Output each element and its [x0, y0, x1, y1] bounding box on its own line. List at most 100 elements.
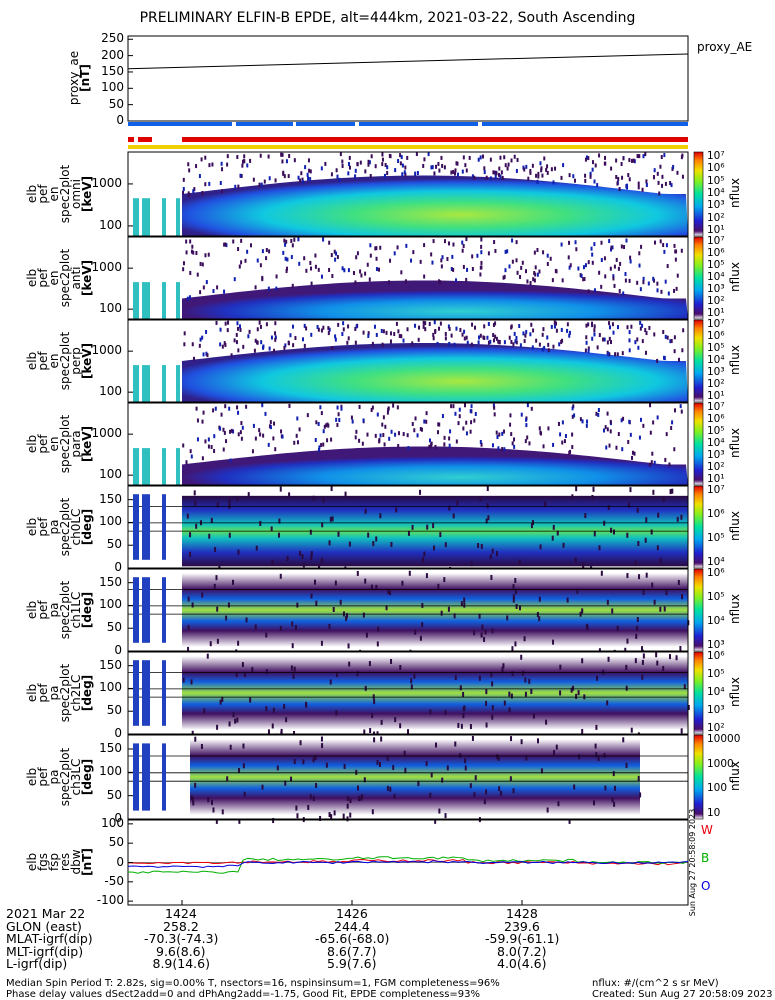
- pitch-angle-speckle: [556, 530, 559, 536]
- spectrogram-speckle: [470, 342, 473, 347]
- spectrogram-speckle: [424, 327, 427, 332]
- spectrogram-speckle: [390, 331, 393, 336]
- pitch-angle-speckle: [508, 691, 511, 697]
- spectrogram-speckle: [608, 239, 611, 244]
- colorbar-unit-label: nflux: [727, 428, 742, 458]
- spectrogram-speckle: [615, 257, 618, 262]
- spectrogram-speckle: [340, 406, 343, 411]
- pitch-angle-speckle: [485, 689, 488, 695]
- spectrogram-speckle: [461, 248, 464, 253]
- pitch-angle-speckle: [307, 804, 310, 810]
- spectrogram-speckle: [240, 173, 243, 178]
- spectrogram-speckle: [541, 347, 544, 352]
- spectrogram-speckle: [612, 330, 615, 335]
- spectrogram-speckle: [251, 449, 254, 454]
- spectrogram-speckle: [384, 163, 387, 168]
- spectrogram-speckle: [233, 338, 236, 343]
- spectrogram-speckle: [229, 458, 232, 463]
- spectrogram-speckle: [205, 329, 208, 334]
- pitch-angle-speckle: [385, 605, 388, 611]
- spectrogram-speckle: [508, 264, 511, 269]
- spectrogram-speckle: [527, 176, 530, 181]
- spectrogram-speckle: [682, 328, 685, 333]
- spectrogram-speckle: [585, 155, 588, 160]
- spectrogram-speckle: [477, 157, 480, 162]
- spectrogram-speckle: [603, 256, 606, 261]
- spectrogram-speckle: [275, 274, 278, 279]
- pitch-angle-speckle: [320, 640, 323, 646]
- spectrogram-speckle: [616, 181, 619, 186]
- pitch-angle-speckle: [228, 532, 231, 538]
- spectrogram-speckle: [454, 168, 457, 173]
- pitch-angle-speckle: [425, 761, 428, 767]
- spectrogram-speckle: [331, 274, 334, 279]
- spectrogram-speckle: [470, 420, 473, 425]
- spectrogram-speckle: [283, 174, 286, 179]
- pitch-angle-speckle: [295, 805, 298, 811]
- colorbar-unit-label: nflux: [727, 178, 742, 208]
- spectrogram-speckle: [432, 332, 435, 337]
- spectrogram-speckle: [379, 245, 382, 250]
- spectrogram-speckle: [608, 325, 611, 330]
- pitch-angle-speckle: [367, 532, 370, 538]
- spectrogram-speckle: [253, 348, 256, 353]
- pitch-angle-speckle: [483, 636, 486, 642]
- spectrogram-speckle: [244, 258, 247, 263]
- spectrogram-speckle: [198, 343, 201, 348]
- spectrogram-speckle: [456, 161, 459, 166]
- spectrogram-speckle: [280, 429, 283, 434]
- spectrogram-speckle: [611, 245, 614, 250]
- spectrogram-speckle: [386, 171, 389, 176]
- pitch-angle-speckle: [271, 559, 274, 565]
- spectrogram-speckle: [639, 326, 642, 331]
- pitch-angle-speckle: [334, 580, 337, 586]
- spectrogram-speckle: [450, 333, 453, 338]
- pitch-angle-speckle: [641, 646, 644, 652]
- pitch-angle-speckle: [433, 545, 436, 551]
- pitch-angle-speckle: [491, 548, 494, 554]
- colorbar-tick-label: 10²: [707, 211, 725, 224]
- pitch-angle-speckle: [214, 547, 217, 553]
- pitch-angle-speckle: [232, 579, 235, 585]
- colorbar-tick-label: 10⁶: [707, 162, 725, 175]
- spectrogram-speckle: [568, 173, 571, 178]
- spectrogram-speckle: [638, 435, 641, 440]
- spectrogram-speckle: [443, 239, 446, 244]
- pitch-angle-speckle: [511, 646, 514, 652]
- spectrogram-speckle: [633, 159, 636, 164]
- pitch-angle-speckle: [491, 681, 494, 687]
- spectrogram-ytick-label: 50: [106, 787, 122, 802]
- spectrogram-speckle: [241, 425, 244, 430]
- spectrogram-speckle: [648, 462, 651, 467]
- orbit-row-value: 239.6: [504, 918, 540, 934]
- spectrogram-speckle: [386, 410, 389, 415]
- spectrogram-speckle: [461, 332, 464, 337]
- spectrogram-speckle: [185, 460, 188, 465]
- spectrogram-speckle: [637, 345, 640, 350]
- spectrogram-speckle: [404, 172, 407, 177]
- spectrogram-speckle: [352, 271, 355, 276]
- pitch-angle-speckle: [453, 613, 456, 619]
- colorbar-tick-label: 10³: [707, 639, 725, 651]
- spectrogram-speckle: [309, 260, 312, 265]
- spectrogram-speckle: [425, 411, 428, 416]
- spectrogram-ytick-label: 0: [114, 643, 122, 657]
- spectrogram-speckle: [236, 326, 239, 331]
- spectrogram-speckle: [663, 355, 666, 360]
- pitch-angle-speckle: [586, 625, 589, 631]
- spectrogram-speckle: [208, 163, 211, 168]
- spectrogram-speckle: [591, 336, 594, 341]
- spectrogram-speckle: [239, 173, 242, 178]
- spectrogram-speckle: [262, 345, 265, 350]
- spectrogram-speckle: [390, 429, 393, 434]
- spectrogram-speckle: [514, 339, 517, 344]
- spectrogram-speckle: [656, 171, 659, 176]
- spectrogram-speckle: [256, 340, 259, 345]
- figure-title: PRELIMINARY ELFIN-B EPDE, alt=444km, 202…: [139, 10, 636, 26]
- colorbar-tick-label: 10³: [707, 199, 725, 212]
- spectrogram-speckle: [623, 245, 626, 250]
- spectrogram-speckle: [435, 164, 438, 169]
- spectrogram-frame: [127, 734, 689, 820]
- spectrogram-speckle: [530, 406, 533, 411]
- spectrogram-speckle: [581, 419, 584, 424]
